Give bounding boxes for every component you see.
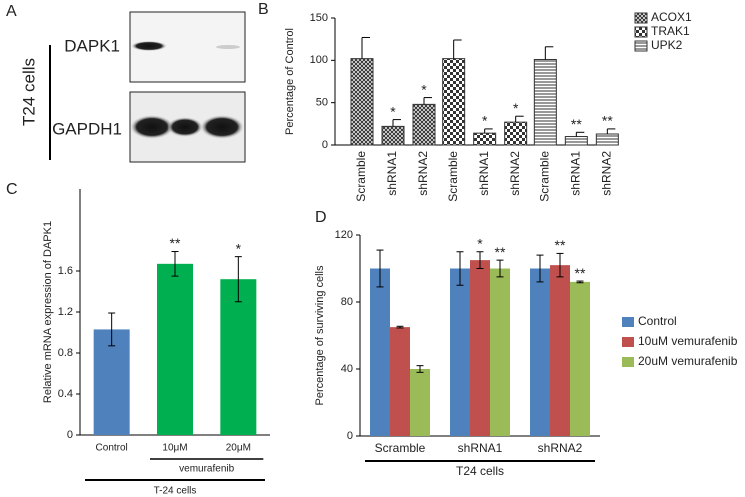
legend-swatch <box>634 12 648 24</box>
legend-swatch <box>634 26 648 38</box>
y-tick-label: 50 <box>316 97 328 109</box>
significance: ** <box>602 113 613 129</box>
panel-label: D <box>315 209 327 226</box>
bar <box>470 260 490 436</box>
legend-swatch <box>634 40 648 52</box>
bar <box>220 279 257 435</box>
y-tick-label: 0 <box>322 139 328 151</box>
significance: ** <box>571 116 582 132</box>
significance: * <box>513 100 519 116</box>
x-tick-label: shRNA2 <box>538 441 583 455</box>
y-tick-label: 1.2 <box>58 306 73 318</box>
significance: * <box>236 240 242 256</box>
bar <box>450 268 470 436</box>
panel-label: C <box>6 181 18 198</box>
legend-swatch <box>622 357 634 367</box>
x-tick-label: Control <box>96 443 128 454</box>
band-label: GAPDH1 <box>52 119 122 138</box>
y-axis-title: Relative mRNA expression of DAPK1 <box>42 221 54 403</box>
x-tick-label: shRNA2 <box>416 151 430 196</box>
significance: ** <box>170 235 181 251</box>
y-tick-label: 0 <box>347 430 353 442</box>
bar <box>410 369 430 436</box>
x-tick-label: Scramble <box>375 441 426 455</box>
x-tick-label: shRNA2 <box>508 151 522 196</box>
bar <box>473 132 497 146</box>
x-axis-title: T24 cells <box>456 464 504 478</box>
significance: * <box>477 235 483 251</box>
y-tick-label: 120 <box>335 229 353 241</box>
x-tick-label: Scramble <box>354 151 368 202</box>
significance: * <box>421 81 427 97</box>
y-tick-label: 1.6 <box>58 265 73 277</box>
x-tick-label: Scramble <box>446 151 460 202</box>
bar <box>390 327 410 436</box>
bar <box>533 58 557 146</box>
legend-label: 10uM vemurafenib <box>638 334 738 348</box>
bar <box>412 103 436 146</box>
x-tick-label: shRNA1 <box>458 441 503 455</box>
bar <box>370 268 390 436</box>
y-axis-title: Percentage of Control <box>284 28 296 135</box>
x-tick-label: shRNA1 <box>385 151 399 196</box>
group-label: vemurafenib <box>179 464 234 475</box>
y-tick-label: 80 <box>341 296 353 308</box>
x-tick-label: shRNA1 <box>477 151 491 196</box>
x-tick-label: shRNA2 <box>600 151 614 196</box>
bar <box>490 268 510 436</box>
bar <box>595 133 619 146</box>
legend-label: 20uM vemurafenib <box>638 354 738 368</box>
significance: ** <box>575 265 586 281</box>
legend-label: UPK2 <box>651 38 683 52</box>
blot-top <box>129 11 246 83</box>
significance: ** <box>495 244 506 260</box>
significance: ** <box>555 237 566 253</box>
x-tick-label: shRNA1 <box>569 151 583 196</box>
bar <box>504 121 528 146</box>
panel-label: A <box>6 3 17 20</box>
y-tick-label: 0.8 <box>58 347 73 359</box>
legend-swatch <box>622 337 634 347</box>
x-axis-title: T-24 cells <box>154 486 197 497</box>
y-tick-label: 0 <box>67 429 73 441</box>
band-label: DAPK1 <box>64 36 120 55</box>
y-tick-label: 100 <box>310 54 328 66</box>
significance: * <box>482 113 488 129</box>
bar <box>381 125 405 146</box>
y-tick-label: 0.4 <box>58 388 73 400</box>
x-tick-label: Scramble <box>538 151 552 202</box>
legend-label: ACOX1 <box>651 10 692 24</box>
legend-label: TRAK1 <box>651 24 690 38</box>
legend-swatch <box>622 317 634 327</box>
y-tick-label: 150 <box>310 12 328 24</box>
bar <box>350 58 374 146</box>
y-axis-title: Percentage of surviving cells <box>314 265 326 406</box>
x-tick-label: 20μM <box>226 443 251 454</box>
panel-label: B <box>258 1 269 18</box>
bar <box>530 268 550 436</box>
blot-bottom <box>129 91 246 163</box>
bar <box>564 136 588 146</box>
bar <box>93 329 130 435</box>
bar <box>570 281 590 436</box>
bar <box>442 58 466 146</box>
bar <box>550 265 570 436</box>
legend-label: Control <box>638 314 677 328</box>
side-label: T24 cells <box>19 58 38 126</box>
bar <box>157 263 193 435</box>
x-tick-label: 10μM <box>162 443 187 454</box>
significance: * <box>390 103 396 119</box>
y-tick-label: 40 <box>341 363 353 375</box>
